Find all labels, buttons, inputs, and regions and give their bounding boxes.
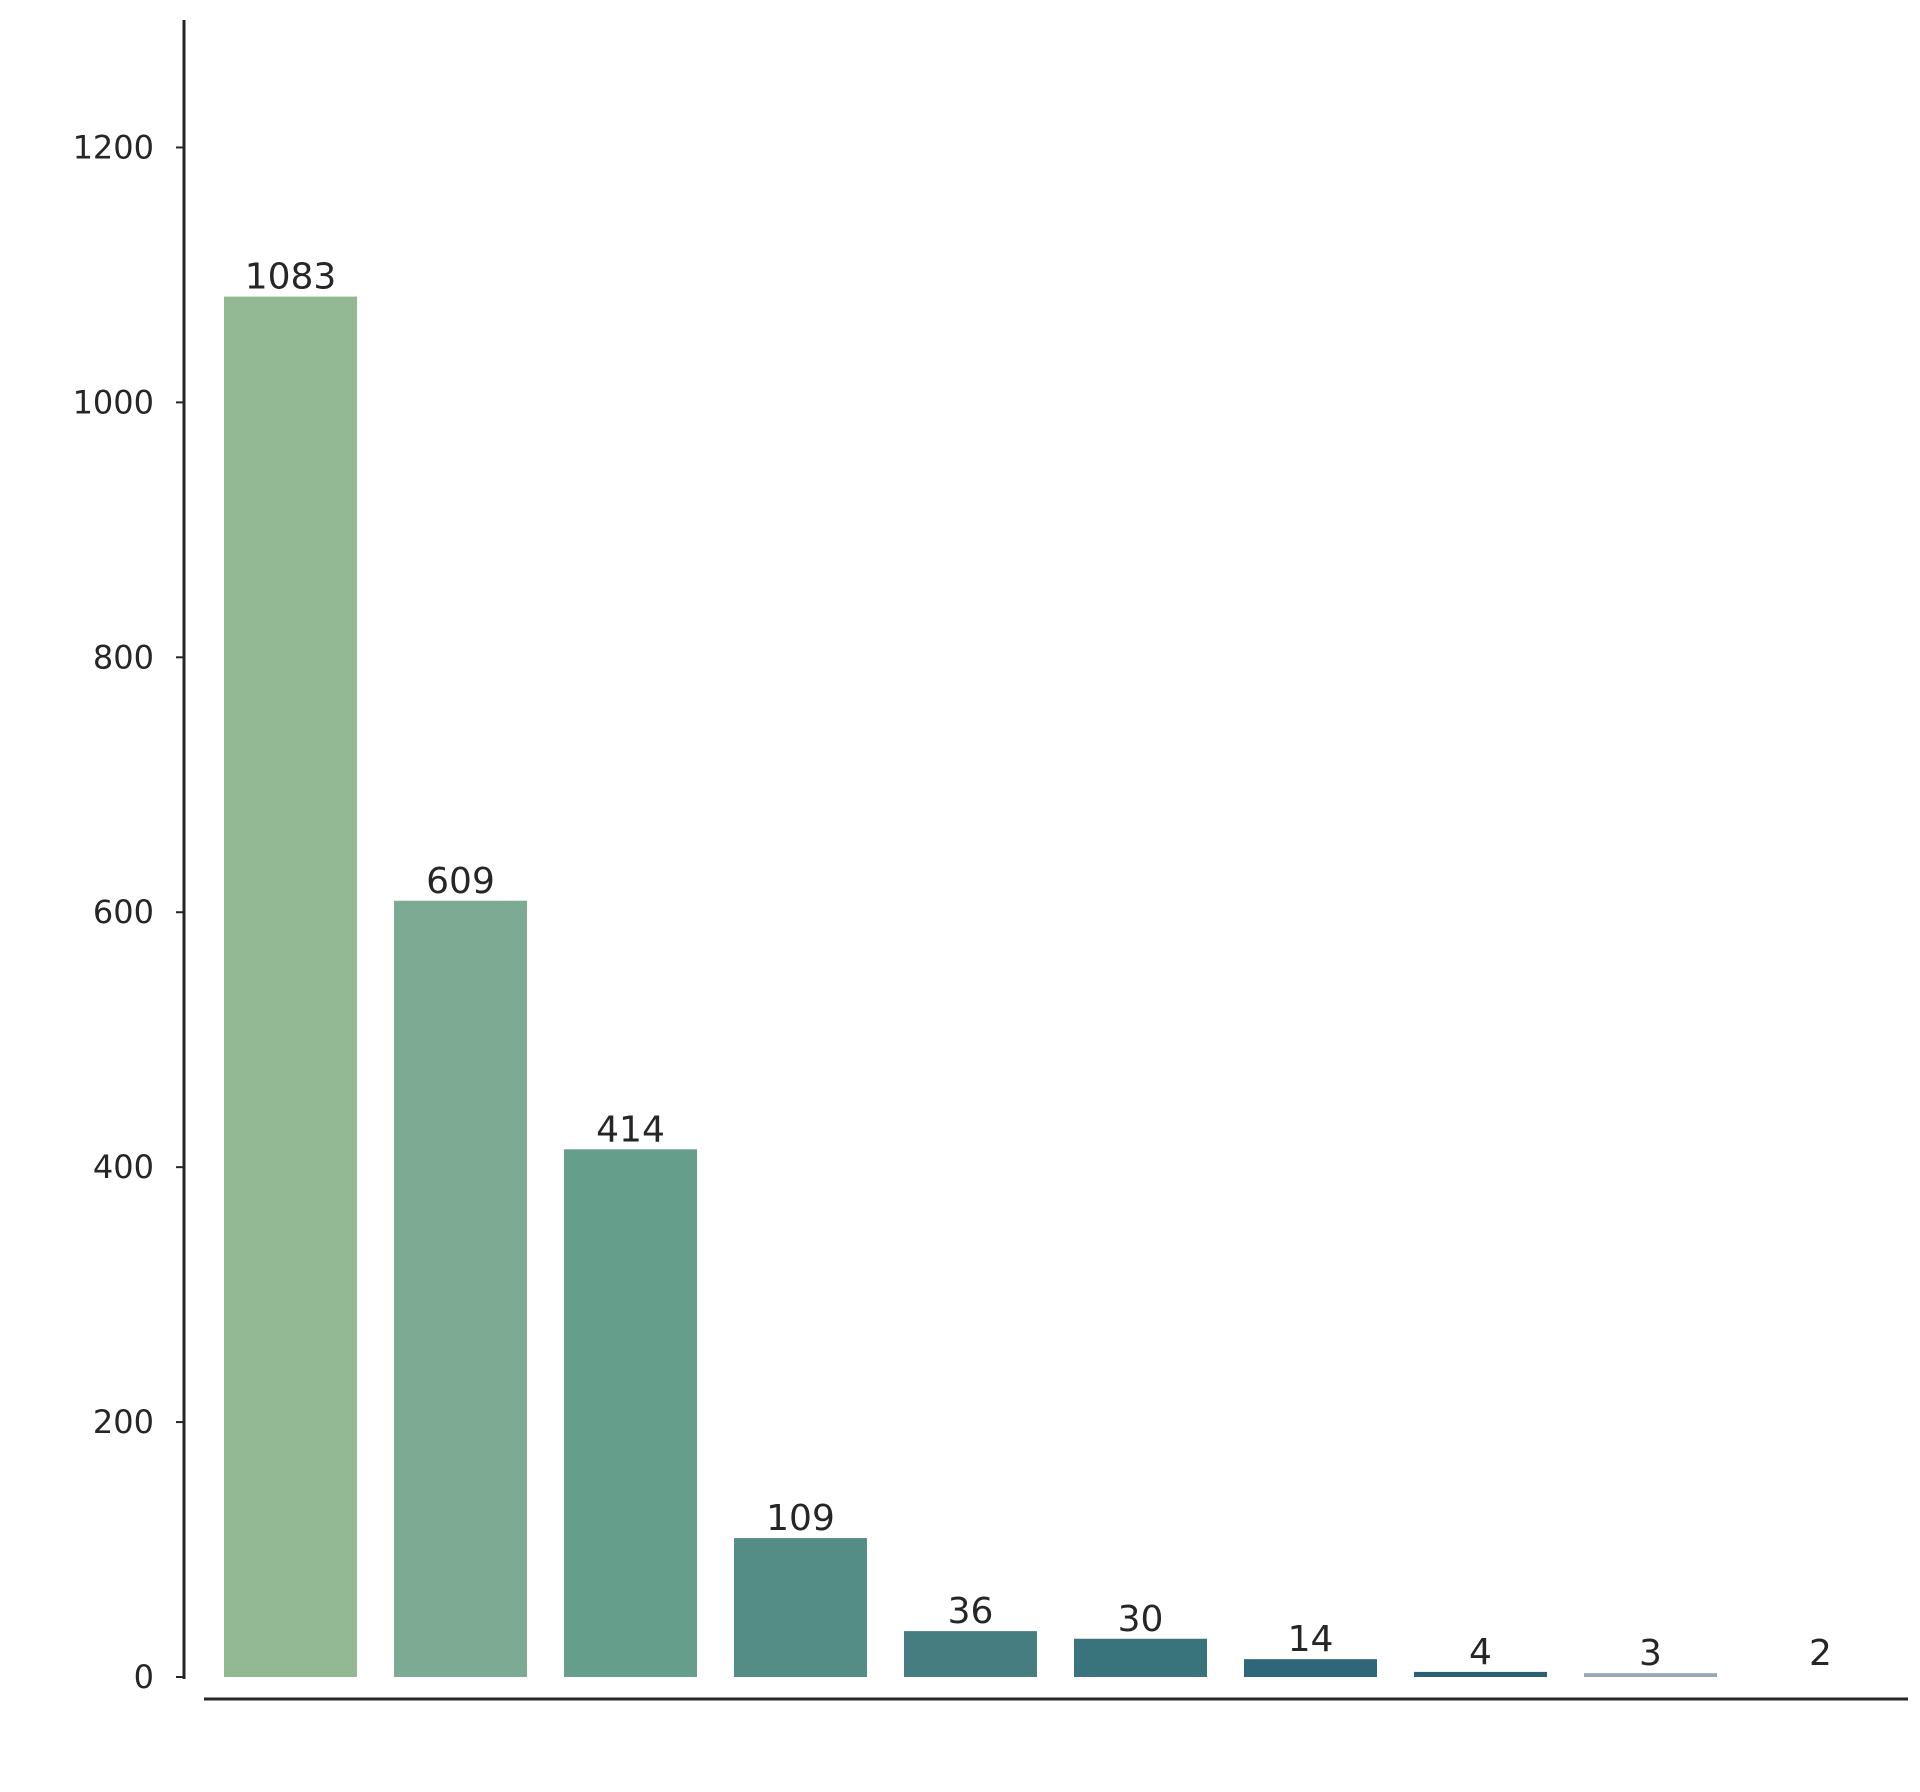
bar <box>224 296 357 1677</box>
bar-value-label: 609 <box>426 861 495 902</box>
bar <box>1584 1673 1717 1677</box>
bar-value-label: 1083 <box>245 257 337 298</box>
y-tick-label: 1200 <box>73 128 154 166</box>
y-tick-label: 200 <box>93 1403 154 1441</box>
bar-value-label: 30 <box>1118 1599 1164 1640</box>
y-tick-label: 0 <box>134 1658 154 1696</box>
bar-value-label: 36 <box>948 1591 994 1632</box>
bar <box>564 1149 697 1677</box>
bar <box>1244 1659 1377 1677</box>
bar-value-label: 2 <box>1809 1633 1832 1674</box>
bar-value-label: 4 <box>1469 1632 1492 1673</box>
bar <box>1754 1674 1887 1677</box>
y-tick-label: 600 <box>93 893 154 931</box>
bar <box>734 1538 867 1677</box>
bar-value-label: 3 <box>1639 1633 1662 1674</box>
bar <box>1414 1671 1547 1677</box>
bar-value-label: 109 <box>766 1498 835 1539</box>
y-tick-label: 800 <box>93 638 154 676</box>
bar-value-label: 14 <box>1288 1619 1334 1660</box>
bar <box>394 900 527 1677</box>
bar <box>1074 1638 1207 1677</box>
bar-value-label: 414 <box>596 1109 665 1150</box>
bar <box>904 1631 1037 1677</box>
y-tick-label: 1000 <box>73 383 154 421</box>
y-tick-label: 400 <box>93 1148 154 1186</box>
